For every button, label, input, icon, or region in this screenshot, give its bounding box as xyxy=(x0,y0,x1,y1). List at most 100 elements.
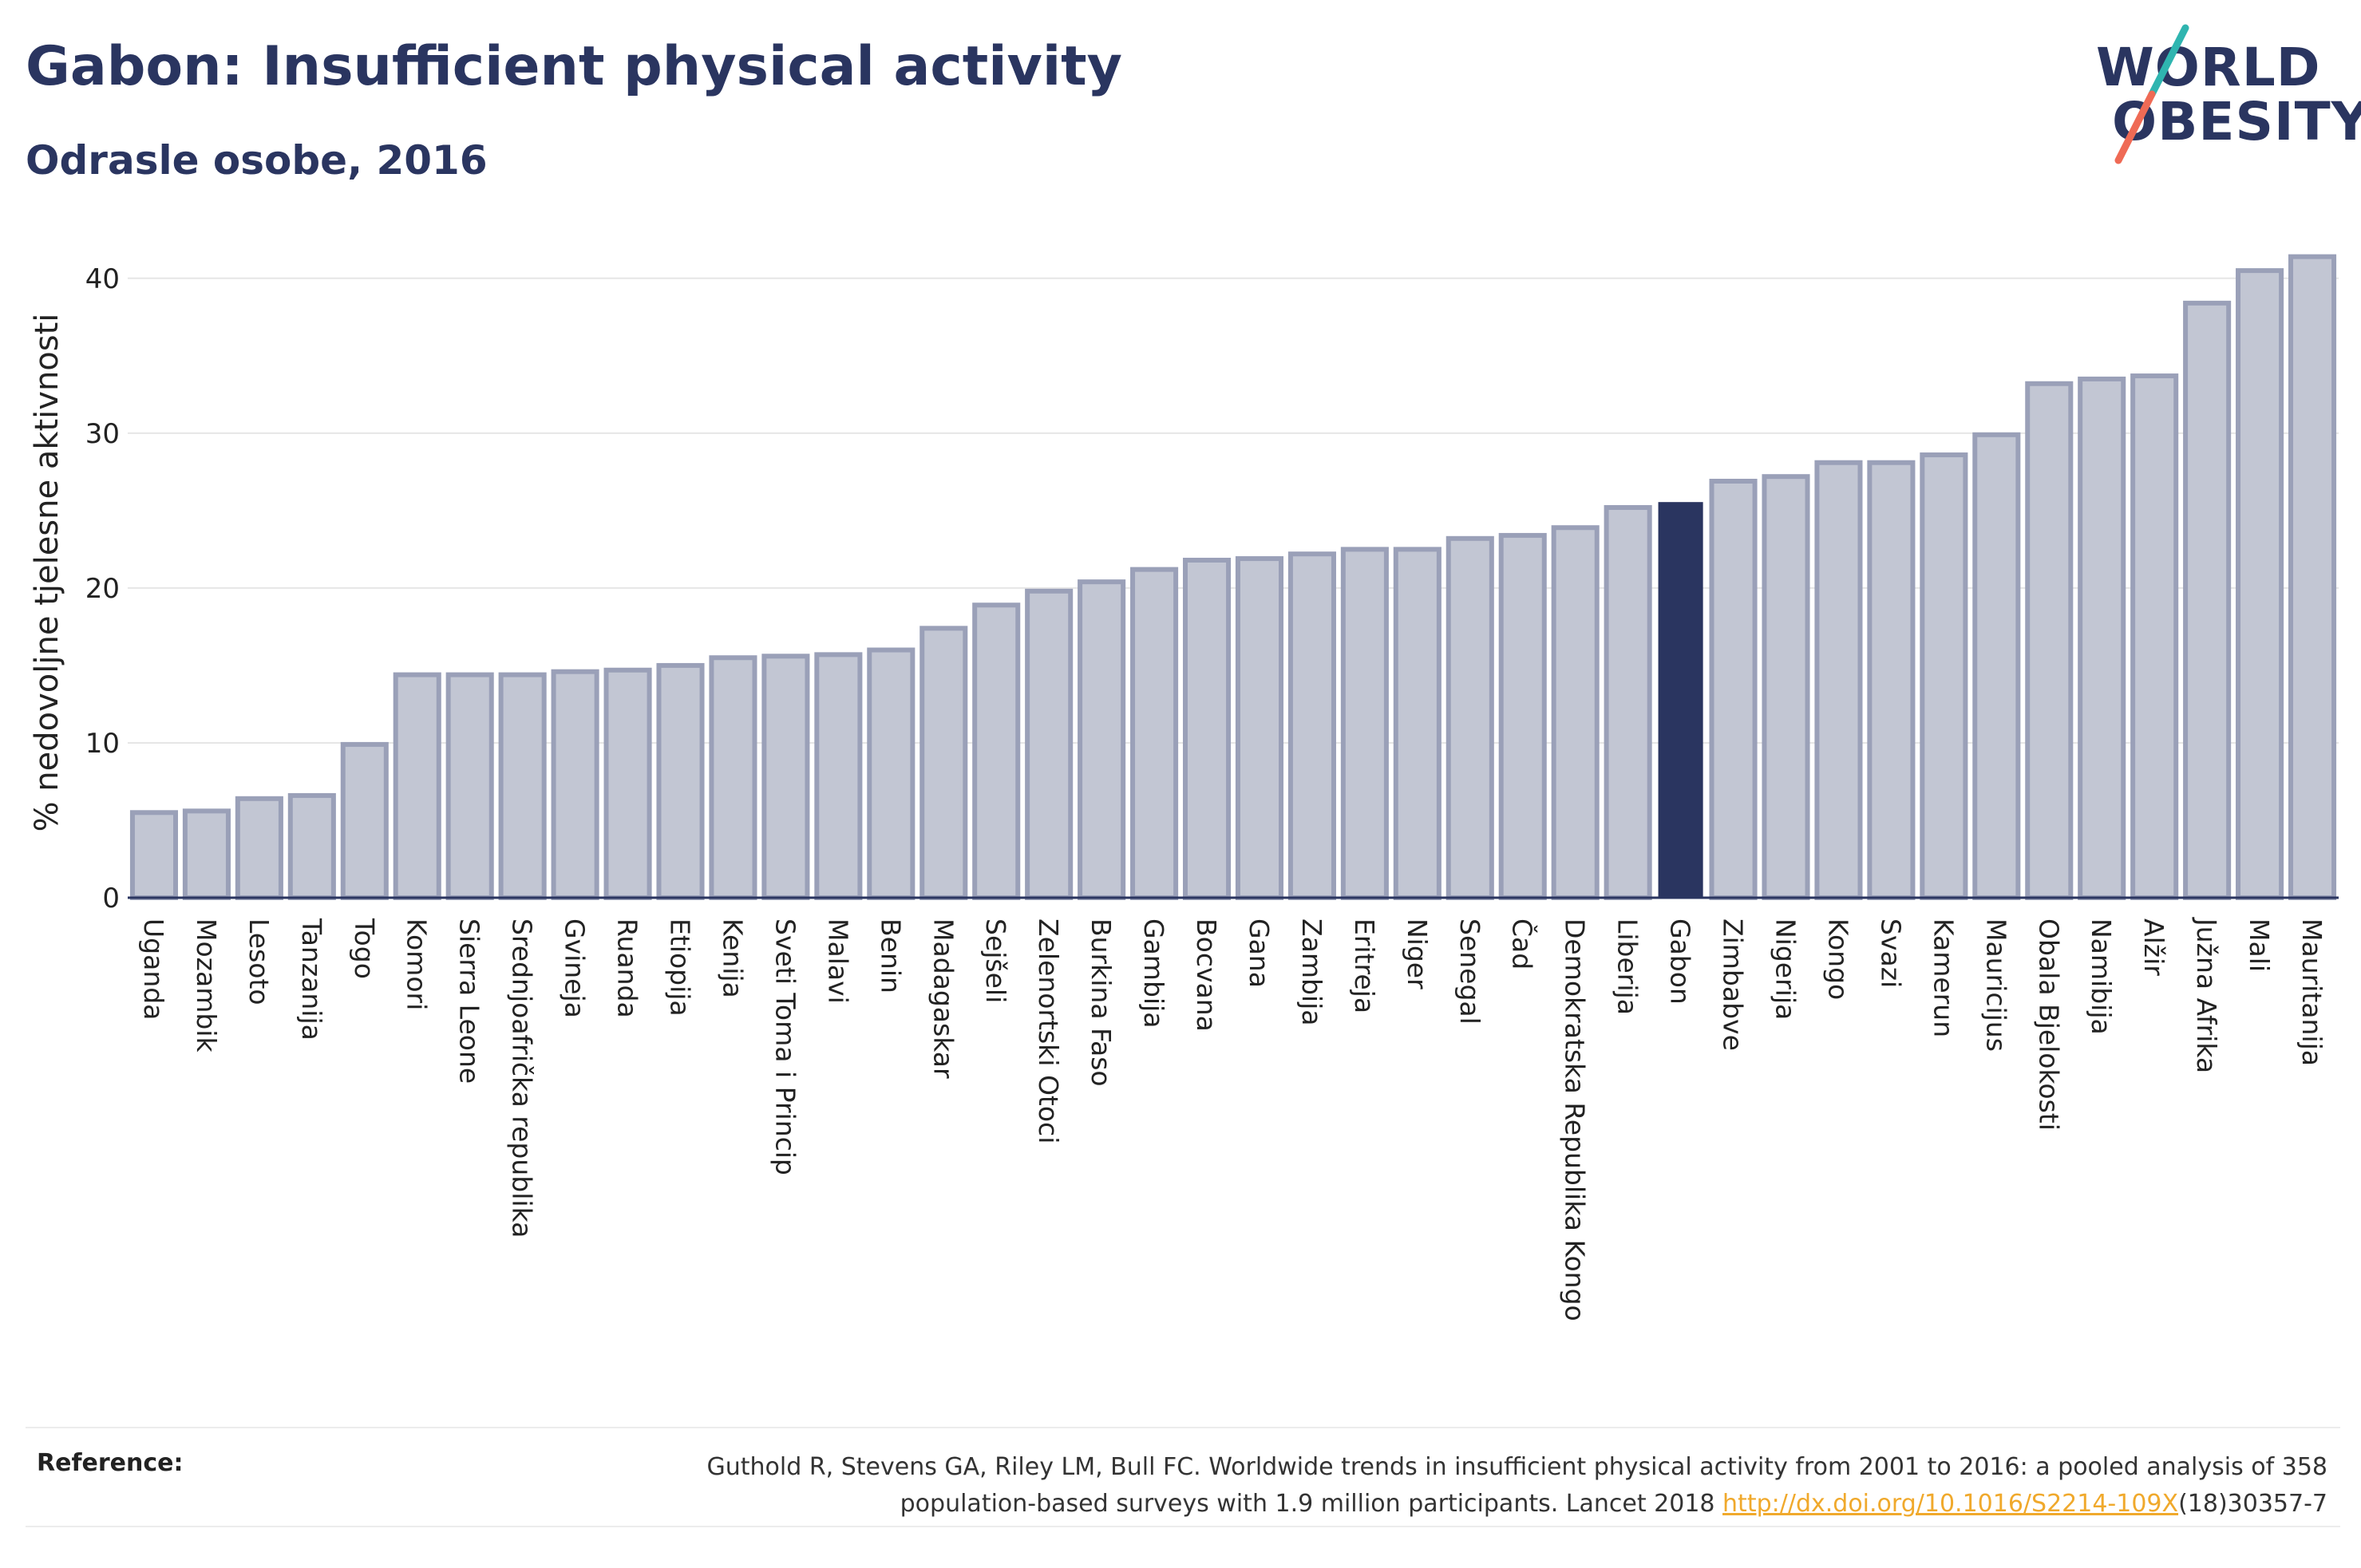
bar xyxy=(2025,381,2074,900)
bar xyxy=(1762,474,1810,900)
bar xyxy=(1130,567,1179,900)
x-tick-label: Madagaskar xyxy=(927,918,959,1079)
bar xyxy=(972,602,1021,900)
bar xyxy=(603,667,652,900)
bar xyxy=(1340,547,1389,901)
x-tick-label: Srednjoafrička republika xyxy=(507,918,538,1238)
bar xyxy=(1445,535,1494,900)
x-tick-label: Mauricijus xyxy=(1980,918,2011,1052)
bar-chart: 0 10 20 30 40 Uganda Mozambik Lesoto Tanzanija T… xyxy=(29,254,2339,1321)
x-tick-label: Zelenortski Otoci xyxy=(1033,918,1064,1143)
bar xyxy=(2183,300,2232,901)
x-tick-label: Demokratska Republika Kongo xyxy=(1560,918,1591,1321)
x-tick-label: Togo xyxy=(349,918,380,979)
x-tick-label: Bocvana xyxy=(1191,918,1222,1032)
reference-text: Guthold R, Stevens GA, Riley LM, Bull FC… xyxy=(651,1449,2327,1523)
y-tick-label: 20 xyxy=(85,573,120,605)
bar xyxy=(1920,452,1968,900)
x-tick-label: Obala Bjelokosti xyxy=(2033,918,2064,1131)
x-tick-label: Gana xyxy=(1244,918,1275,988)
reference-label: Reference: xyxy=(37,1449,184,1477)
x-tick-label: Eritreja xyxy=(1349,918,1380,1013)
bar xyxy=(656,662,705,901)
bar xyxy=(498,672,547,900)
x-tick-label: Namibija xyxy=(2086,918,2117,1035)
x-tick-label: Uganda xyxy=(138,918,169,1020)
bar xyxy=(2078,376,2126,900)
x-tick-label: Sierra Leone xyxy=(454,918,485,1084)
bar xyxy=(551,669,599,900)
x-tick-label: Burkina Faso xyxy=(1086,918,1117,1087)
bar xyxy=(445,672,494,900)
x-tick-label: Liberija xyxy=(1612,918,1643,1015)
x-tick-label: Kongo xyxy=(1822,918,1853,1000)
x-tick-label: Kamerun xyxy=(1928,918,1959,1037)
bar xyxy=(2288,254,2337,900)
x-tick-label: Komori xyxy=(401,918,433,1010)
bar xyxy=(2130,373,2179,900)
x-tick-label: Kenija xyxy=(717,918,748,998)
reference-divider-bottom xyxy=(26,1526,2340,1527)
x-tick-label: Benin xyxy=(875,918,906,993)
logo-word-obesity: OBESITY xyxy=(2112,91,2361,152)
chart-title: Gabon: Insufficient physical activity xyxy=(26,35,1122,98)
bar xyxy=(709,655,757,900)
x-tick-label: Sveti Toma i Princip xyxy=(769,918,801,1175)
x-tick-label: Malavi xyxy=(822,918,853,1004)
bar-highlighted xyxy=(1658,502,1703,899)
bar xyxy=(1709,479,1758,900)
y-tick-label: 30 xyxy=(85,418,120,450)
bars xyxy=(129,254,2337,901)
bar xyxy=(919,626,968,900)
x-tick-label: Lesoto xyxy=(243,918,275,1005)
x-tick-label: Sejšeli xyxy=(980,918,1011,1003)
x-tick-label: Alžir xyxy=(2138,918,2169,976)
x-tick-label: Svazi xyxy=(1875,918,1906,988)
bar xyxy=(1025,588,1074,900)
bar xyxy=(235,796,283,900)
reference-line-2-end: (18)30357-7 xyxy=(2178,1490,2327,1518)
logo-word-world: WORLD xyxy=(2096,37,2321,98)
y-axis-label: % nedovoljne tjelesne aktivnosti xyxy=(29,314,65,832)
bar xyxy=(1604,505,1652,900)
bar xyxy=(1814,460,1863,900)
bar xyxy=(340,741,389,901)
logo-slash-icon xyxy=(2114,24,2189,164)
bar xyxy=(1498,532,1547,901)
x-tick-labels: Uganda Mozambik Lesoto Tanzanija Togo Komori S… xyxy=(138,917,2327,1321)
bar xyxy=(393,672,441,900)
bar xyxy=(1972,432,2021,900)
bar xyxy=(2236,268,2284,901)
chart-subtitle: Odrasle osobe, 2016 xyxy=(26,137,488,184)
bar xyxy=(1867,460,1916,900)
x-tick-label: Niger xyxy=(1402,918,1433,989)
bar xyxy=(182,808,231,900)
x-tick-label: Gambija xyxy=(1138,918,1169,1028)
bar xyxy=(1551,525,1600,900)
x-tick-label: Mali xyxy=(2244,918,2275,972)
x-tick-label: Mozambik xyxy=(191,918,222,1053)
x-tick-label: Gabon xyxy=(1665,918,1696,1005)
y-tick-label: 0 xyxy=(102,883,120,914)
bar xyxy=(1235,556,1284,900)
bar xyxy=(287,792,336,901)
x-tick-label: Senegal xyxy=(1454,918,1485,1025)
y-tick-labels: 0 10 20 30 40 xyxy=(85,263,120,914)
bar xyxy=(1078,579,1126,901)
x-tick-label: Južna Afrika xyxy=(2191,917,2222,1073)
x-tick-label: Etiopija xyxy=(665,918,696,1017)
bar xyxy=(1393,547,1442,901)
x-tick-label: Mauritanija xyxy=(2296,918,2327,1066)
reference-divider-top xyxy=(26,1427,2340,1428)
reference-line-1: Guthold R, Stevens GA, Riley LM, Bull FC… xyxy=(706,1453,2327,1481)
reference-doi-link[interactable]: http://dx.doi.org/10.1016/S2214-109X xyxy=(1722,1490,2179,1518)
bar xyxy=(867,647,916,900)
reference-line-2: population-based surveys with 1.9 millio… xyxy=(900,1490,1723,1518)
y-tick-label: 10 xyxy=(85,728,120,760)
x-tick-label: Zimbabve xyxy=(1718,918,1749,1051)
x-tick-label: Čad xyxy=(1507,918,1539,970)
x-tick-label: Ruanda xyxy=(612,918,643,1018)
x-tick-label: Gvineja xyxy=(560,918,591,1018)
bar xyxy=(814,652,863,900)
bar xyxy=(761,654,810,900)
